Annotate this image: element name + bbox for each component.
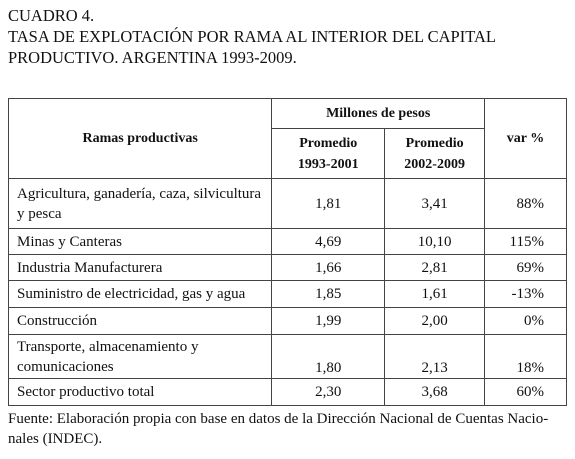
cell-value: 4,69 <box>271 228 386 255</box>
row-label: Agricultura, ganadería, caza, silvicultu… <box>7 178 273 229</box>
cell-value: 3,68 <box>384 378 486 406</box>
row-label-line: y pesca <box>17 205 62 222</box>
row-label-line: Agricultura, ganadería, caza, silvicultu… <box>17 185 262 202</box>
header-line: Promedio <box>299 135 358 151</box>
cell-value: 2,13 <box>384 334 486 379</box>
table-row: Agricultura, ganadería, caza, silvicultu… <box>7 178 567 229</box>
cell-value: -13% <box>484 280 567 308</box>
header-line: 2002-2009 <box>404 156 465 172</box>
table-row: Minas y Canteras 4,69 10,10 115% <box>7 228 567 255</box>
footnote-line: Fuente: Elaboración propia con base en d… <box>8 411 549 427</box>
title-line: CUADRO 4. <box>8 6 95 25</box>
column-group-header: Millones de pesos <box>271 98 486 129</box>
table-row: Transporte, almacenamiento y comunicacion… <box>7 334 567 379</box>
column-header: var % <box>484 98 567 179</box>
row-label: Minas y Canteras <box>7 228 273 255</box>
table-row: Sector productivo total 2,30 3,68 60% <box>7 378 567 406</box>
footnote: Fuente: Elaboración propia con base en d… <box>8 409 568 449</box>
cell-value: 69% <box>484 254 567 281</box>
cell-value: 88% <box>484 178 567 229</box>
row-label: Construcción <box>7 307 273 335</box>
row-label-line: Suministro de electricidad, gas y agua <box>17 286 246 302</box>
row-label-line: Sector productivo total <box>17 384 155 400</box>
header-line: Promedio <box>405 135 464 151</box>
row-label-line: Construcción <box>17 313 97 329</box>
row-label-line: comunicaciones <box>17 358 114 375</box>
row-label: Sector productivo total <box>7 378 273 406</box>
row-label-line: Transporte, almacenamiento y <box>17 338 199 355</box>
cell-value: 10,10 <box>384 228 486 255</box>
table-row: Industria Manufacturera 1,66 2,81 69% <box>7 254 567 281</box>
column-header: Promedio 1993-2001 <box>271 128 386 179</box>
cell-value: 1,99 <box>271 307 386 335</box>
cell-value: 1,61 <box>384 280 486 308</box>
cell-value: 18% <box>484 334 567 379</box>
row-label: Suministro de electricidad, gas y agua <box>7 280 273 308</box>
cell-value: 0% <box>484 307 567 335</box>
cell-value: 3,41 <box>384 178 486 229</box>
row-label: Transporte, almacenamiento y comunicacion… <box>7 334 273 379</box>
table-row: Construcción 1,99 2,00 0% <box>7 307 567 335</box>
title: CUADRO 4. TASA DE EXPLOTACIÓN POR RAMA AL… <box>8 5 496 68</box>
column-header: Promedio 2002-2009 <box>384 128 486 179</box>
cell-value: 1,66 <box>271 254 386 281</box>
footnote-line: nales (INDEC). <box>8 431 103 447</box>
row-label-line: Industria Manufacturera <box>17 259 163 276</box>
row-label: Industria Manufacturera <box>7 254 273 281</box>
cell-value: 2,00 <box>384 307 486 335</box>
row-label-line: Minas y Canteras <box>17 233 122 250</box>
cell-value: 60% <box>484 378 567 406</box>
cell-value: 1,85 <box>271 280 386 308</box>
table-row: Suministro de electricidad, gas y agua 1,… <box>7 280 567 308</box>
title-line: PRODUCTIVO. ARGENTINA 1993-2009. <box>8 48 297 67</box>
cell-value: 2,30 <box>271 378 386 406</box>
title-line: TASA DE EXPLOTACIÓN POR RAMA AL INTERIOR… <box>8 27 496 46</box>
cell-value: 1,81 <box>271 178 386 229</box>
header-line: 1993-2001 <box>297 156 359 172</box>
cell-value: 1,80 <box>271 334 386 379</box>
cell-value: 115% <box>484 228 567 255</box>
cell-value: 2,81 <box>384 254 486 281</box>
data-table: Ramas productivas Millones de pesos var … <box>7 98 567 406</box>
column-header: Ramas productivas <box>7 98 273 179</box>
